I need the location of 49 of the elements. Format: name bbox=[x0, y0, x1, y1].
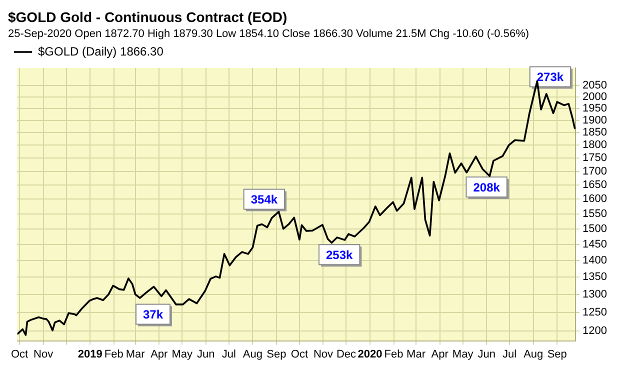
y-tick-label: 1450 bbox=[582, 238, 608, 250]
x-tick-label: Dec bbox=[336, 348, 357, 360]
x-tick-label: Jul bbox=[222, 348, 236, 360]
y-tick-label: 1300 bbox=[582, 288, 608, 300]
y-tick-label: 1750 bbox=[582, 152, 608, 164]
x-tick-label: Jun bbox=[478, 348, 496, 360]
x-tick-label: Aug bbox=[524, 348, 544, 360]
y-tick-label: 1600 bbox=[582, 193, 608, 206]
y-tick-label: 1900 bbox=[582, 114, 608, 126]
annotation: 208k bbox=[473, 180, 500, 194]
x-tick-label: Mar bbox=[406, 348, 426, 360]
x-tick-label: 2020 bbox=[358, 348, 382, 360]
x-tick-label: Jun bbox=[197, 348, 215, 360]
y-tick-label: 1800 bbox=[582, 139, 608, 152]
y-tick-label: 1650 bbox=[582, 179, 608, 192]
x-tick-label: 2019 bbox=[78, 348, 102, 360]
x-tick-label: Nov bbox=[34, 348, 54, 360]
x-tick-label: Nov bbox=[313, 348, 334, 360]
x-tick-label: Jul bbox=[502, 348, 517, 360]
x-tick-label: Apr bbox=[150, 348, 168, 360]
annotation: 273k bbox=[536, 70, 564, 84]
y-tick-label: 1350 bbox=[582, 271, 608, 284]
y-tick-label: 1950 bbox=[582, 102, 608, 115]
y-tick-label: 1200 bbox=[582, 325, 608, 338]
y-tick-label: 1550 bbox=[582, 208, 608, 220]
y-tick-label: 2000 bbox=[582, 90, 608, 103]
y-tick-label: 1250 bbox=[582, 306, 608, 318]
x-tick-label: Feb bbox=[104, 348, 124, 360]
chart-subtitle: 25-Sep-2020 Open 1872.70 High 1879.30 Low 1854.10 Close 1866.30 Volume 21.5M Chg -10.60 (-0.56%) bbox=[8, 27, 530, 42]
x-tick-label: Oct bbox=[290, 348, 308, 360]
y-tick-label: 1500 bbox=[582, 222, 608, 235]
x-tick-label: Apr bbox=[431, 348, 449, 360]
y-tick-label: 2050 bbox=[582, 80, 608, 92]
x-tick-label: Feb bbox=[384, 348, 404, 360]
legend-label: $GOLD (Daily) 1866.30 bbox=[38, 44, 164, 58]
x-tick-label: May bbox=[452, 348, 474, 360]
chart-title: $GOLD Gold - Continuous Contract (EOD) bbox=[8, 8, 288, 26]
x-tick-label: Sep bbox=[266, 348, 286, 360]
x-tick-label: Oct bbox=[11, 348, 28, 360]
annotation: 354k bbox=[250, 192, 278, 207]
y-tick-label: 1400 bbox=[582, 254, 608, 266]
x-tick-label: Sep bbox=[547, 348, 567, 360]
x-tick-label: May bbox=[172, 348, 194, 360]
annotation: 253k bbox=[326, 248, 354, 262]
y-tick-label: 1850 bbox=[582, 126, 608, 139]
x-tick-label: Aug bbox=[242, 348, 262, 360]
annotation: 37k bbox=[142, 308, 164, 322]
x-tick-label: Mar bbox=[126, 348, 146, 360]
y-tick-label: 1700 bbox=[582, 165, 608, 178]
